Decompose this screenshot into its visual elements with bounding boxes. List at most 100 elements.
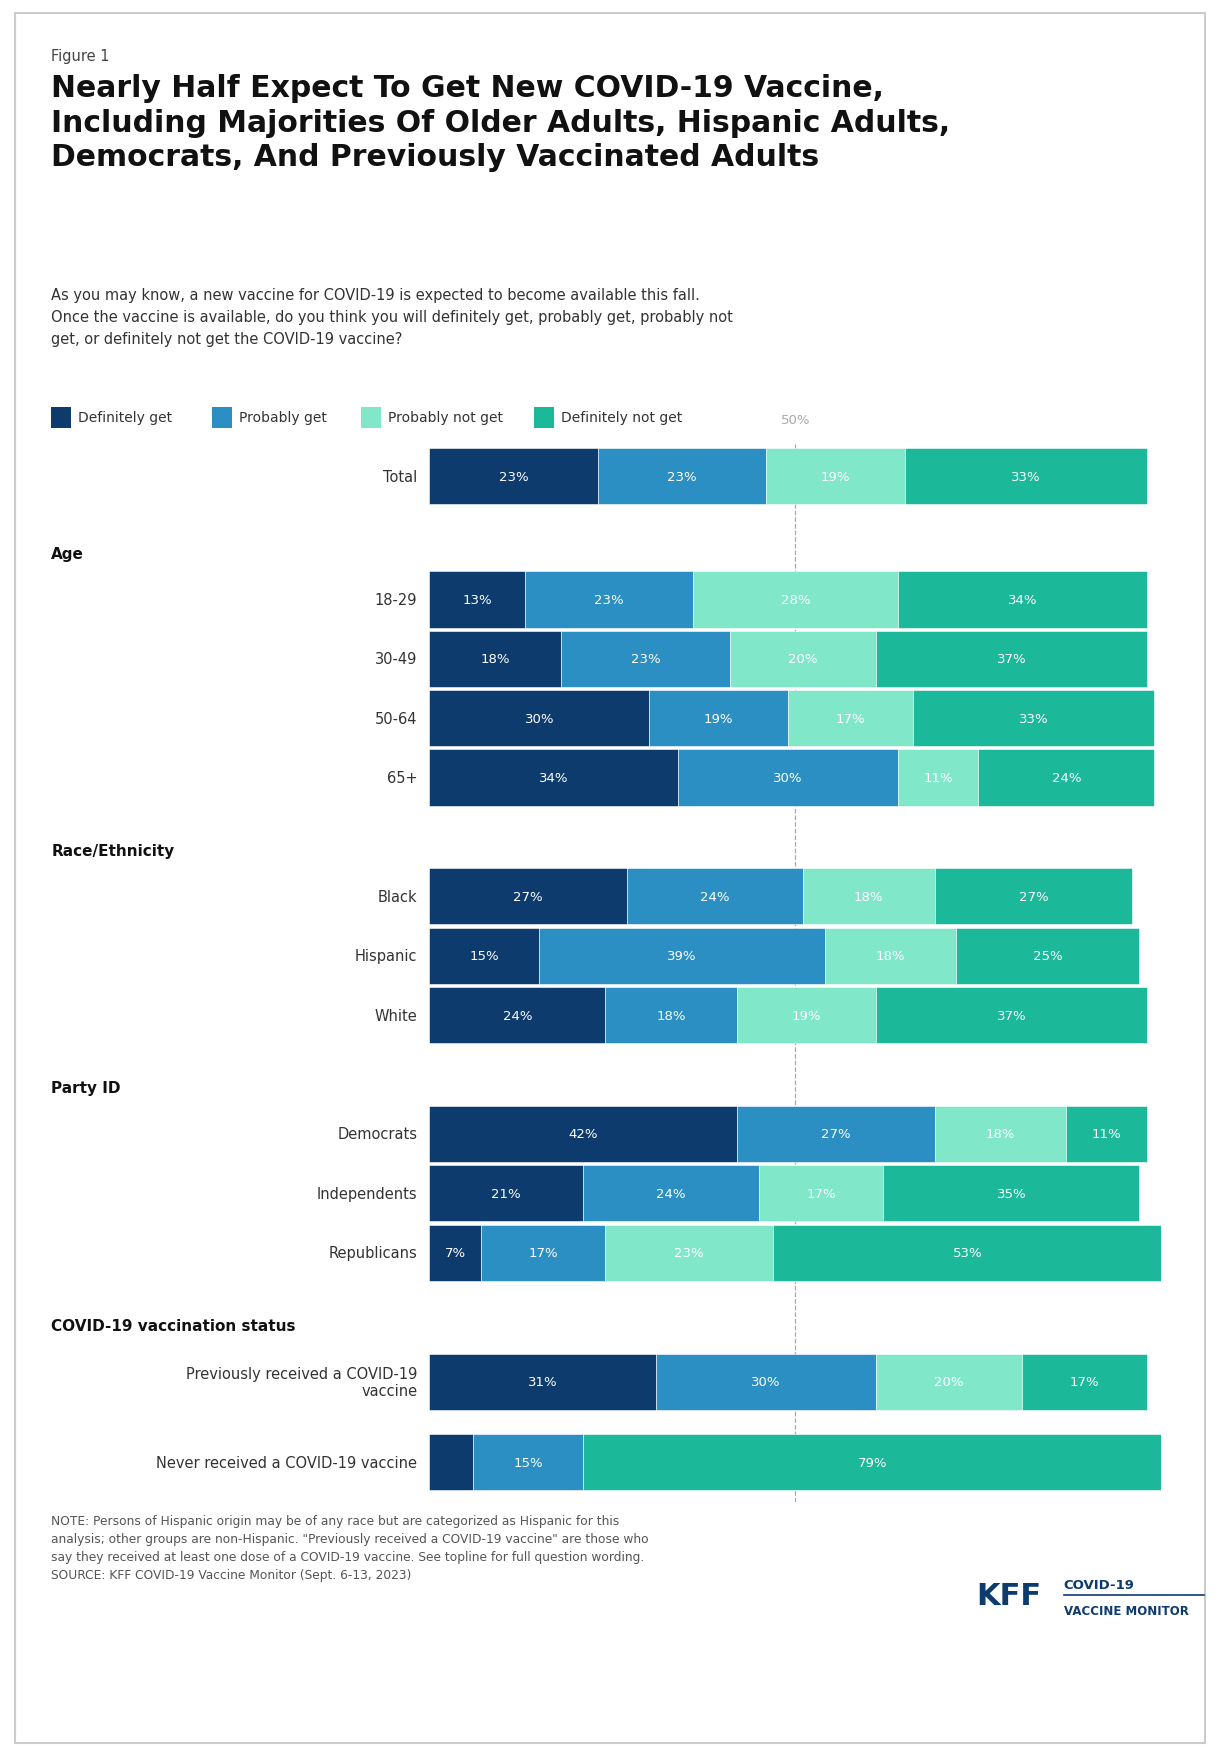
Text: 23%: 23% xyxy=(675,1246,704,1260)
Text: COVID-19 vaccination status: COVID-19 vaccination status xyxy=(51,1318,295,1334)
Text: Democrats: Democrats xyxy=(337,1126,417,1142)
Bar xyxy=(876,1355,1022,1411)
Bar xyxy=(429,1165,583,1221)
Text: 17%: 17% xyxy=(1070,1376,1099,1388)
Bar xyxy=(1022,1355,1147,1411)
Bar xyxy=(429,573,525,629)
Text: White: White xyxy=(375,1009,417,1023)
Bar xyxy=(935,1107,1066,1163)
Text: Never received a COVID-19 vaccine: Never received a COVID-19 vaccine xyxy=(156,1455,417,1469)
Bar xyxy=(649,691,788,747)
Text: 19%: 19% xyxy=(704,712,733,726)
Text: 34%: 34% xyxy=(1008,594,1037,606)
Text: 21%: 21% xyxy=(492,1188,521,1200)
Text: Probably get: Probably get xyxy=(239,411,327,425)
Bar xyxy=(730,631,876,687)
Bar xyxy=(825,928,956,984)
Bar xyxy=(429,448,598,504)
Bar xyxy=(978,750,1154,806)
Bar xyxy=(429,928,539,984)
Bar xyxy=(429,1225,481,1281)
Text: 18%: 18% xyxy=(986,1128,1015,1140)
Text: 11%: 11% xyxy=(924,771,953,785)
Bar xyxy=(766,448,905,504)
Bar xyxy=(935,868,1132,924)
Text: COVID-19: COVID-19 xyxy=(1064,1578,1135,1590)
Text: 24%: 24% xyxy=(656,1188,686,1200)
Text: 20%: 20% xyxy=(935,1376,964,1388)
Text: 23%: 23% xyxy=(631,654,660,666)
Text: Previously received a COVID-19
vaccine: Previously received a COVID-19 vaccine xyxy=(185,1365,417,1399)
Bar xyxy=(737,987,876,1044)
Text: NOTE: Persons of Hispanic origin may be of any race but are categorized as Hispa: NOTE: Persons of Hispanic origin may be … xyxy=(51,1515,649,1581)
Text: 53%: 53% xyxy=(953,1246,982,1260)
Bar xyxy=(429,631,561,687)
Bar xyxy=(429,868,627,924)
Text: Independents: Independents xyxy=(317,1186,417,1202)
Text: 33%: 33% xyxy=(1019,712,1048,726)
Text: 19%: 19% xyxy=(821,471,850,483)
Bar xyxy=(429,1355,656,1411)
Text: 30%: 30% xyxy=(752,1376,781,1388)
Bar xyxy=(876,987,1147,1044)
Text: Republicans: Republicans xyxy=(328,1246,417,1260)
Bar xyxy=(429,691,649,747)
Text: 27%: 27% xyxy=(514,891,543,903)
Text: VACCINE MONITOR: VACCINE MONITOR xyxy=(1064,1604,1188,1616)
Text: Hispanic: Hispanic xyxy=(355,949,417,963)
Text: 31%: 31% xyxy=(528,1376,558,1388)
Text: Probably not get: Probably not get xyxy=(388,411,503,425)
Text: 11%: 11% xyxy=(1092,1128,1121,1140)
Text: 50%: 50% xyxy=(781,415,810,427)
Text: 18%: 18% xyxy=(854,891,883,903)
Text: 17%: 17% xyxy=(528,1246,558,1260)
Bar xyxy=(605,1225,773,1281)
Text: 17%: 17% xyxy=(806,1188,836,1200)
Text: 15%: 15% xyxy=(470,951,499,963)
Text: KFF: KFF xyxy=(976,1581,1041,1609)
Bar xyxy=(605,987,737,1044)
Text: Total: Total xyxy=(383,469,417,485)
Text: Age: Age xyxy=(51,546,84,562)
Text: Figure 1: Figure 1 xyxy=(51,49,110,65)
Bar xyxy=(788,691,913,747)
Text: Party ID: Party ID xyxy=(51,1081,121,1096)
Text: 25%: 25% xyxy=(1033,951,1063,963)
Text: 27%: 27% xyxy=(821,1128,850,1140)
Bar xyxy=(525,573,693,629)
Text: 19%: 19% xyxy=(792,1009,821,1023)
Bar xyxy=(693,573,898,629)
Text: 17%: 17% xyxy=(836,712,865,726)
Bar xyxy=(583,1165,759,1221)
Text: 24%: 24% xyxy=(700,891,730,903)
Bar xyxy=(898,573,1147,629)
Text: 37%: 37% xyxy=(997,654,1026,666)
Text: 65+: 65+ xyxy=(387,771,417,785)
Text: 34%: 34% xyxy=(539,771,569,785)
Text: 24%: 24% xyxy=(503,1009,532,1023)
Text: 23%: 23% xyxy=(499,471,528,483)
Bar xyxy=(876,631,1147,687)
Bar xyxy=(539,928,825,984)
Bar xyxy=(473,1434,583,1490)
Text: Black: Black xyxy=(378,889,417,905)
Bar xyxy=(598,448,766,504)
Bar xyxy=(429,1107,737,1163)
Text: Nearly Half Expect To Get New COVID-19 Vaccine,
Including Majorities Of Older Ad: Nearly Half Expect To Get New COVID-19 V… xyxy=(51,74,950,172)
Bar xyxy=(773,1225,1161,1281)
Text: 33%: 33% xyxy=(1011,471,1041,483)
Text: 23%: 23% xyxy=(667,471,697,483)
Text: 18%: 18% xyxy=(876,951,905,963)
Bar xyxy=(956,928,1139,984)
Text: 39%: 39% xyxy=(667,951,697,963)
Bar xyxy=(913,691,1154,747)
Bar xyxy=(803,868,935,924)
Text: 42%: 42% xyxy=(569,1128,598,1140)
Text: 28%: 28% xyxy=(781,594,810,606)
Text: 79%: 79% xyxy=(858,1457,887,1469)
Text: 13%: 13% xyxy=(462,594,492,606)
Text: 30-49: 30-49 xyxy=(375,652,417,668)
Bar xyxy=(1066,1107,1147,1163)
Text: 18%: 18% xyxy=(481,654,510,666)
Text: 23%: 23% xyxy=(594,594,623,606)
